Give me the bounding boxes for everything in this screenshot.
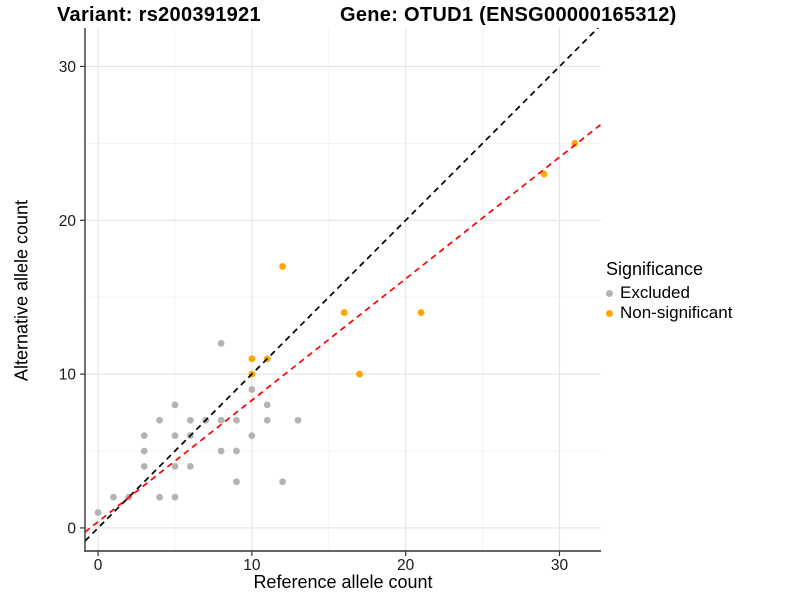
data-point-excluded — [233, 478, 240, 486]
data-point-non-significant — [540, 170, 548, 178]
data-point-excluded — [217, 339, 225, 347]
data-point-excluded — [233, 416, 240, 424]
legend: Significance Excluded Non-significant — [606, 259, 732, 324]
gene-title: Gene: OTUD1 (ENSG00000165312) — [340, 4, 677, 26]
legend-title: Significance — [606, 259, 704, 279]
legend-item-excluded: Excluded — [606, 284, 732, 302]
data-point-excluded — [248, 386, 256, 393]
data-point-excluded — [156, 416, 163, 424]
legend-label-excluded: Excluded — [620, 283, 690, 302]
data-point-excluded — [186, 416, 194, 424]
data-point-excluded — [171, 493, 179, 501]
legend-item-non-significant: Non-significant — [606, 304, 732, 322]
data-point-excluded — [248, 432, 256, 440]
x-tick-label: 10 — [243, 557, 261, 574]
data-point-non-significant — [571, 139, 579, 147]
data-point-non-significant — [356, 370, 363, 378]
data-point-excluded — [110, 493, 117, 501]
data-point-non-significant — [248, 355, 256, 363]
variant-title: Variant: rs200391921 — [57, 4, 261, 26]
data-point-excluded — [94, 509, 102, 516]
x-axis-title: Reference allele count — [253, 572, 433, 592]
data-point-excluded — [263, 416, 271, 424]
x-tick-label: 30 — [551, 557, 569, 574]
y-tick-label: 20 — [59, 213, 77, 230]
non-significant-dot-icon — [606, 309, 613, 317]
data-point-excluded — [233, 447, 240, 455]
data-point-non-significant — [279, 263, 287, 270]
reference-lines — [85, 28, 601, 542]
data-point-non-significant — [340, 309, 348, 316]
data-point-excluded — [140, 462, 148, 470]
data-point-excluded — [171, 462, 179, 470]
y-tick-label: 10 — [59, 367, 77, 384]
data-point-excluded — [294, 416, 302, 424]
data-point-excluded — [140, 432, 148, 440]
legend-label-non-significant: Non-significant — [620, 303, 733, 322]
identity-line — [85, 28, 600, 542]
x-tick-label: 0 — [94, 557, 103, 574]
x-tick-label: 20 — [397, 557, 415, 574]
y-tick-label: 30 — [59, 59, 77, 76]
y-axis-title: Alternative allele count — [11, 199, 32, 382]
data-point-excluded — [217, 416, 225, 424]
fit-line — [85, 123, 601, 533]
data-point-non-significant — [417, 309, 425, 316]
data-point-excluded — [263, 401, 271, 409]
y-tick-label: 0 — [67, 520, 76, 537]
data-point-excluded — [279, 478, 287, 486]
data-point-excluded — [217, 447, 225, 455]
data-point-excluded — [156, 493, 163, 501]
data-point-excluded — [186, 462, 194, 470]
data-point-excluded — [140, 447, 148, 455]
data-point-excluded — [171, 401, 179, 409]
excluded-dot-icon — [606, 289, 613, 297]
data-point-excluded — [171, 432, 179, 440]
